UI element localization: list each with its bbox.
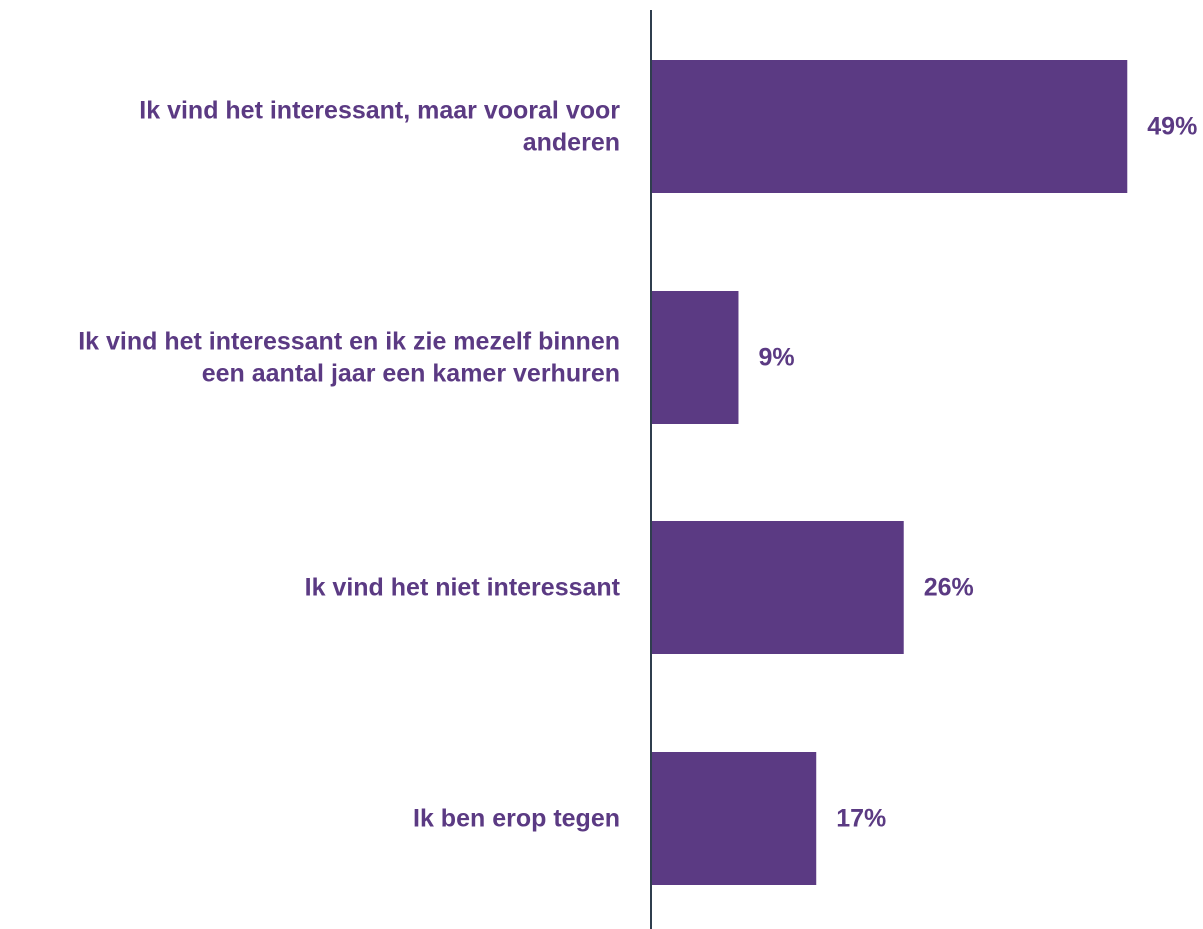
category-labels-group: Ik vind het interessant, maar vooral voo… (78, 97, 620, 833)
category-label-line: Ik vind het interessant en ik zie mezelf… (78, 328, 620, 356)
category-label-3: Ik vind het niet interessant (305, 574, 621, 602)
category-label-line: een aantal jaar een kamer verhuren (202, 360, 620, 388)
bar-1 (651, 60, 1128, 193)
category-label-line: anderen (523, 129, 620, 157)
category-label-line: Ik vind het niet interessant (305, 574, 621, 602)
bar-2 (651, 291, 739, 424)
value-label-4: 17% (836, 805, 886, 833)
value-labels-group: 49% 9% 26% 17% (758, 113, 1197, 833)
value-label-3: 26% (924, 574, 974, 602)
category-label-line: Ik ben erop tegen (413, 805, 620, 833)
bar-3 (651, 521, 904, 654)
value-label-1: 49% (1147, 113, 1197, 141)
category-label-1: Ik vind het interessant, maar vooral voo… (139, 97, 620, 157)
value-label-2: 9% (758, 344, 794, 372)
category-label-4: Ik ben erop tegen (413, 805, 620, 833)
bar-4 (651, 752, 817, 885)
bars-group (651, 60, 1128, 885)
category-label-line: Ik vind het interessant, maar vooral voo… (139, 97, 620, 125)
category-label-2: Ik vind het interessant en ik zie mezelf… (78, 328, 620, 388)
